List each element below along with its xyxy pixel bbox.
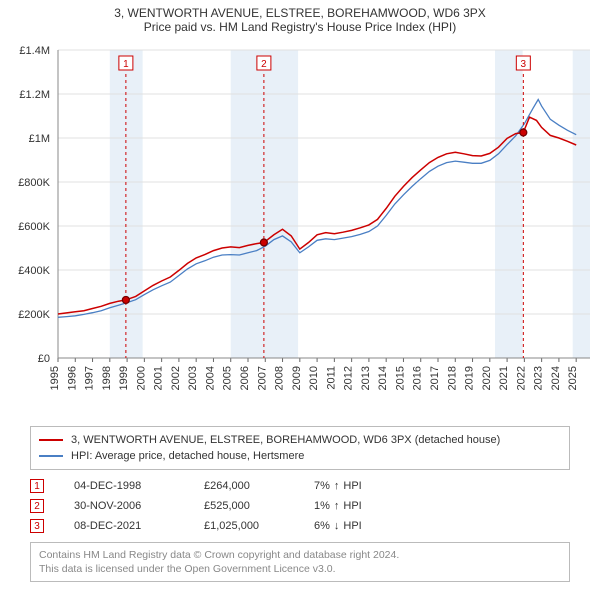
chart-svg: £0 £200K £400K £600K £800K £1M £1.2M £1.4M 1995 1… [0, 38, 600, 418]
transaction-marker: 2 [30, 499, 44, 513]
y-tick-label: £1M [29, 133, 50, 145]
chart-area: £0 £200K £400K £600K £800K £1M £1.2M £1.4M 1995 1… [0, 38, 600, 418]
x-tick-label: 1995 [49, 366, 61, 390]
arrow-up-icon: ↑ [334, 500, 340, 512]
x-tick-label: 1998 [101, 366, 113, 390]
x-tick-label: 2008 [274, 366, 286, 390]
marker-badge-label: 3 [521, 59, 527, 70]
transaction-marker: 1 [30, 479, 44, 493]
transactions-table: 104-DEC-1998£264,0007%↑HPI230-NOV-2006£5… [30, 476, 570, 536]
marker-point [122, 296, 129, 303]
attribution-line: This data is licensed under the Open Gov… [39, 562, 561, 576]
y-tick-label: £1.2M [19, 89, 50, 101]
transaction-row: 1 04-DEC-1998 £264,000 7% ↑HPI [30, 476, 570, 496]
transaction-price: £525,000 [204, 500, 284, 512]
legend-label: 3, WENTWORTH AVENUE, ELSTREE, BOREHAMWOO… [71, 432, 500, 448]
transaction-price: £264,000 [204, 480, 284, 492]
x-tick-label: 2002 [170, 366, 182, 390]
shaded-band [495, 50, 523, 358]
x-tick-label: 2017 [429, 366, 441, 390]
x-tick-label: 2020 [481, 366, 493, 390]
marker-badge-label: 1 [123, 59, 129, 70]
transaction-price: £1,025,000 [204, 520, 284, 532]
x-tick-label: 2006 [239, 366, 251, 390]
x-tick-label: 1996 [66, 366, 78, 390]
y-tick-label: £800K [18, 177, 50, 189]
transaction-marker: 3 [30, 519, 44, 533]
legend-row: HPI: Average price, detached house, Hert… [39, 448, 561, 464]
legend-swatch [39, 455, 63, 457]
transaction-diff: 1% ↑HPI [314, 500, 362, 512]
x-tick-label: 2023 [533, 366, 545, 390]
legend-row: 3, WENTWORTH AVENUE, ELSTREE, BOREHAMWOO… [39, 432, 561, 448]
x-tick-label: 2014 [377, 366, 389, 390]
marker-badge-label: 2 [261, 59, 267, 70]
x-tick-label: 2001 [153, 366, 165, 390]
shaded-band [573, 50, 590, 358]
x-tick-label: 2024 [550, 366, 562, 390]
legend: 3, WENTWORTH AVENUE, ELSTREE, BOREHAMWOO… [30, 426, 570, 470]
marker-point [520, 129, 527, 136]
shaded-band [110, 50, 143, 358]
transaction-row: 2 30-NOV-2006 £525,000 1% ↑HPI [30, 496, 570, 516]
x-tick-label: 2013 [360, 366, 372, 390]
x-tick-label: 2003 [187, 366, 199, 390]
y-tick-label: £400K [18, 265, 50, 277]
x-tick-label: 2018 [446, 366, 458, 390]
transaction-diff-pct: 1% [314, 500, 330, 512]
x-tick-label: 2009 [291, 366, 303, 390]
chart-subtitle: Price paid vs. HM Land Registry's House … [0, 20, 600, 38]
x-tick-label: 2019 [464, 366, 476, 390]
transaction-row: 3 08-DEC-2021 £1,025,000 6% ↓HPI [30, 516, 570, 536]
shaded-band [231, 50, 298, 358]
x-tick-label: 1997 [84, 366, 96, 390]
transaction-diff-label: HPI [343, 500, 361, 512]
x-tick-label: 2007 [256, 366, 268, 390]
x-tick-label: 2025 [567, 366, 579, 390]
transaction-date: 04-DEC-1998 [74, 480, 174, 492]
x-tick-label: 2022 [515, 366, 527, 390]
transaction-diff: 6% ↓HPI [314, 520, 362, 532]
x-tick-label: 2005 [222, 366, 234, 390]
y-tick-label: £200K [18, 309, 50, 321]
transaction-date: 30-NOV-2006 [74, 500, 174, 512]
arrow-up-icon: ↑ [334, 480, 340, 492]
y-tick-label: £0 [38, 353, 50, 365]
transaction-diff-pct: 7% [314, 480, 330, 492]
legend-swatch [39, 439, 63, 441]
x-tick-label: 2011 [325, 366, 337, 390]
transaction-diff: 7% ↑HPI [314, 480, 362, 492]
x-tick-label: 2010 [308, 366, 320, 390]
y-tick-label: £1.4M [19, 45, 50, 57]
arrow-down-icon: ↓ [334, 520, 340, 532]
transaction-diff-pct: 6% [314, 520, 330, 532]
marker-point [260, 239, 267, 246]
y-tick-label: £600K [18, 221, 50, 233]
attribution-box: Contains HM Land Registry data © Crown c… [30, 542, 570, 582]
x-tick-label: 2004 [204, 366, 216, 390]
x-tick-label: 2021 [498, 366, 510, 390]
x-tick-label: 2012 [343, 366, 355, 390]
x-tick-label: 1999 [118, 366, 130, 390]
x-tick-label: 2015 [394, 366, 406, 390]
x-tick-label: 2000 [135, 366, 147, 390]
attribution-line: Contains HM Land Registry data © Crown c… [39, 548, 561, 562]
legend-label: HPI: Average price, detached house, Hert… [71, 448, 304, 464]
transaction-diff-label: HPI [343, 480, 361, 492]
transaction-date: 08-DEC-2021 [74, 520, 174, 532]
transaction-diff-label: HPI [343, 520, 361, 532]
chart-title: 3, WENTWORTH AVENUE, ELSTREE, BOREHAMWOO… [0, 0, 600, 20]
x-tick-label: 2016 [412, 366, 424, 390]
